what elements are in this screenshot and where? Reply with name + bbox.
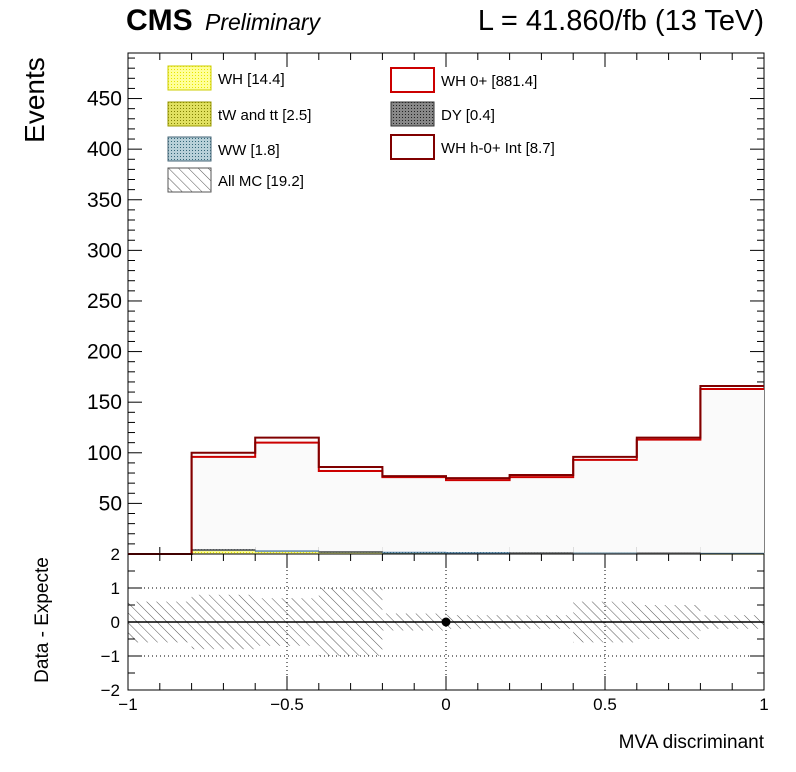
stack-bin-3 <box>191 549 256 551</box>
legend-swatch-ww <box>167 136 212 162</box>
main-y-axis: 50 100 150 200 250 300 350 400 450 <box>87 57 764 545</box>
stacked-histograms <box>191 549 765 555</box>
total-background-fill <box>191 388 764 554</box>
main-y-tick-label: 250 <box>87 290 122 313</box>
main-y-tick-label: 350 <box>87 189 122 212</box>
ratio-data-points <box>441 617 451 627</box>
main-y-tick-label: 300 <box>87 239 122 262</box>
ratio-x-tick-label: 0 <box>441 695 450 714</box>
main-plot-panel: 50 100 150 200 250 300 350 400 450 Events <box>19 52 765 555</box>
legend-label-ww: WW [1.8] <box>218 142 280 159</box>
experiment-label: CMS <box>126 4 193 37</box>
main-y-tick-label: 200 <box>87 341 122 364</box>
stack-bin-2 <box>445 552 510 554</box>
ratio-x-tick-label: 0.5 <box>593 695 617 714</box>
main-y-tick-label: 50 <box>99 492 122 515</box>
main-y-tick-label: 450 <box>87 88 122 111</box>
total-mc-bin <box>318 468 383 554</box>
legend-swatch-wh <box>167 65 212 91</box>
stack-bin-3 <box>318 551 383 553</box>
ratio-y-tick-label: 0 <box>111 613 120 632</box>
legend-label-wh-int: WH h-0+ Int [8.7] <box>441 140 555 157</box>
x-axis-title: MVA discriminant <box>619 732 765 753</box>
total-mc-bin <box>636 438 701 554</box>
signal-lines <box>128 384 764 555</box>
ratio-y-tick-label: −1 <box>101 647 120 666</box>
ratio-x-tick-label: −1 <box>118 695 137 714</box>
legend-swatch-all-mc <box>167 167 212 193</box>
legend-label-dy: DY [0.4] <box>441 107 495 124</box>
total-mc-bin <box>509 475 574 554</box>
total-mc-bin <box>191 452 256 554</box>
status-label: Preliminary <box>205 9 322 35</box>
total-mc-bin <box>446 478 510 554</box>
ratio-x-axis: −1 −0.5 0 0.5 1 <box>118 554 769 714</box>
ratio-y-tick-label: 1 <box>111 579 120 598</box>
stack-bin-2 <box>382 551 447 554</box>
legend: WH [14.4] tW and tt [2.5] WW [1.8] All M… <box>167 65 555 193</box>
legend-label-tw-tt: tW and tt [2.5] <box>218 107 311 124</box>
total-mc-bin <box>700 388 764 554</box>
luminosity-label: L = 41.860/fb (13 TeV) <box>478 5 764 37</box>
stack-bin-2 <box>254 550 320 552</box>
legend-swatch-tw-tt <box>167 101 212 127</box>
legend-label-wh-0plus: WH 0+ [881.4] <box>441 73 537 90</box>
main-y-axis-title: Events <box>19 57 50 143</box>
total-mc-bin <box>255 439 319 554</box>
ratio-y-tick-label: −2 <box>101 681 120 700</box>
ratio-y-axis-title: Data - Expecte <box>32 557 53 683</box>
legend-swatch-dy <box>390 101 435 127</box>
stack-bin-3 <box>509 552 574 554</box>
main-y-tick-label: 150 <box>87 391 122 414</box>
legend-swatch-wh-int <box>390 134 435 160</box>
ratio-x-tick-label: 1 <box>759 695 768 714</box>
ratio-data-point <box>441 617 451 627</box>
ratio-x-tick-label: −0.5 <box>270 695 304 714</box>
legend-label-all-mc: All MC [19.2] <box>218 173 304 190</box>
legend-swatch-wh-0plus <box>390 67 435 93</box>
legend-label-wh: WH [14.4] <box>218 71 285 88</box>
ratio-y-tick-label: 2 <box>111 545 120 564</box>
signal-step-line-1 <box>128 384 764 555</box>
ratio-y-axis: −2 −1 0 1 2 <box>101 545 764 700</box>
main-y-tick-label: 400 <box>87 138 122 161</box>
main-y-tick-label: 100 <box>87 442 122 465</box>
total-mc-bin <box>573 458 637 554</box>
total-mc-bin <box>382 475 446 554</box>
